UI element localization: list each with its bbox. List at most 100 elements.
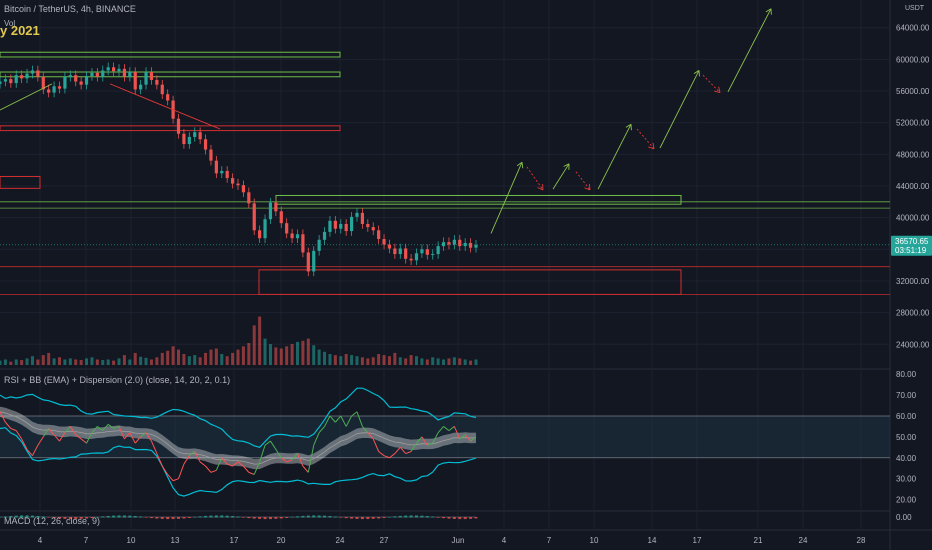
candle-body [436, 246, 440, 255]
arrow-head [537, 187, 544, 191]
time-tick-label: 28 [857, 536, 866, 545]
time-tick-label: 10 [127, 536, 136, 545]
symbol-title[interactable]: Bitcoin / TetherUS, 4h, BINANCE [4, 4, 136, 14]
volume-bar [371, 357, 375, 365]
macd-histogram-bar [290, 516, 294, 518]
volume-bar [458, 358, 462, 365]
rsi-segment [432, 432, 439, 444]
volume-bar [469, 360, 473, 365]
rsi-segment [69, 426, 77, 436]
time-axis[interactable]: 4 7 10 13 17 20 24 27 Jun 4 7 10 14 17 21 24 28 [38, 536, 866, 545]
rsi-segment [470, 436, 477, 442]
rsi-indicator-label[interactable]: RSI + BB (EMA) + Dispersion (2.0) (close… [4, 375, 231, 385]
candle-body [209, 149, 213, 161]
candle-body [452, 239, 456, 245]
macd-histogram-bar [117, 515, 121, 518]
rsi-segment [405, 451, 412, 455]
candle-body [344, 223, 348, 232]
macd-histogram-bar [241, 517, 245, 518]
macd-histogram-bar [247, 517, 251, 519]
rsi-segment [172, 478, 179, 482]
macd-histogram-bar [0, 517, 2, 518]
rsi-segment [383, 455, 390, 459]
price-tick-label: 48000.00 [896, 150, 930, 159]
rsi-segment [26, 449, 33, 456]
volume-bar [312, 345, 316, 365]
candle-body [252, 203, 256, 231]
candle-body [279, 211, 283, 224]
candle-body [295, 234, 300, 239]
candle-body [409, 258, 413, 261]
rsi-segment [210, 469, 217, 473]
rsi-segment [410, 442, 417, 452]
macd-histogram-bar [463, 517, 467, 520]
macd-histogram-bar [149, 517, 153, 519]
rsi-segment [394, 446, 401, 454]
volume-bar [285, 346, 289, 365]
candle-body [41, 76, 45, 90]
rsi-segment [167, 474, 174, 482]
macd-histogram-bar [333, 516, 337, 518]
candle-body [68, 75, 72, 77]
macd-histogram-bar [285, 517, 289, 518]
bb-basis [0, 411, 477, 465]
price-tick-label: 56000.00 [896, 87, 930, 96]
macd-histogram-bar [225, 515, 229, 518]
candle-body [387, 244, 392, 249]
rsi-tick-label: 50.00 [896, 433, 917, 442]
volume-bar [68, 358, 72, 365]
rsi-segment [102, 424, 109, 431]
rsi-segment [264, 440, 271, 446]
arrow-head [693, 70, 700, 75]
candle-body [63, 76, 67, 89]
projection-arrow [597, 124, 632, 190]
volume-bar [323, 351, 327, 365]
candle-body [193, 132, 197, 137]
rsi-segment [345, 415, 353, 427]
rsi-segment [453, 426, 461, 440]
projection-arrows [0, 8, 772, 234]
price-tick-label: 44000.00 [896, 182, 930, 191]
macd-histogram-bar [20, 515, 24, 518]
candle-body [117, 68, 121, 72]
rsi-segment [0, 411, 6, 423]
arrow-head [714, 90, 721, 94]
candle-body [166, 94, 170, 101]
candle-body [236, 183, 240, 186]
dispersion-band [0, 406, 476, 470]
volume-bar [425, 359, 429, 365]
rsi-segment [372, 438, 380, 452]
current-price-label: 36570.65 [895, 237, 929, 246]
macd-histogram-bar [204, 515, 208, 518]
rsi-segment [129, 432, 136, 444]
macd-histogram-bar [317, 515, 321, 518]
macd-histogram-bar [431, 516, 435, 518]
macd-histogram-bar [258, 517, 262, 519]
projection-arrow [526, 166, 544, 191]
macd-histogram-bar [398, 515, 402, 518]
candle-body [225, 170, 229, 179]
macd-histogram-bar [382, 517, 386, 518]
rsi-segment [302, 465, 309, 473]
rsi-tick-label: 20.00 [896, 496, 917, 505]
volume-bar [382, 355, 386, 365]
volume-bar [474, 359, 478, 365]
candle-body [404, 248, 408, 259]
candle-body [441, 242, 446, 247]
volume-bar [20, 360, 24, 365]
candle-body [382, 239, 386, 245]
macd-indicator-label[interactable]: MACD (12, 26, close, 9) [4, 516, 101, 526]
price-axis[interactable]: 24000.0028000.0032000.0036000.0040000.00… [891, 5, 932, 522]
candle-body [349, 216, 354, 232]
candle-body [122, 68, 127, 77]
macd-histogram-bar [63, 517, 67, 519]
candle-body [447, 242, 451, 245]
macd-histogram-bar [25, 515, 29, 518]
rsi-segment [334, 415, 342, 423]
candle-body [414, 253, 419, 261]
current-price-tag [891, 235, 932, 256]
price-tick-label: 28000.00 [896, 309, 930, 318]
